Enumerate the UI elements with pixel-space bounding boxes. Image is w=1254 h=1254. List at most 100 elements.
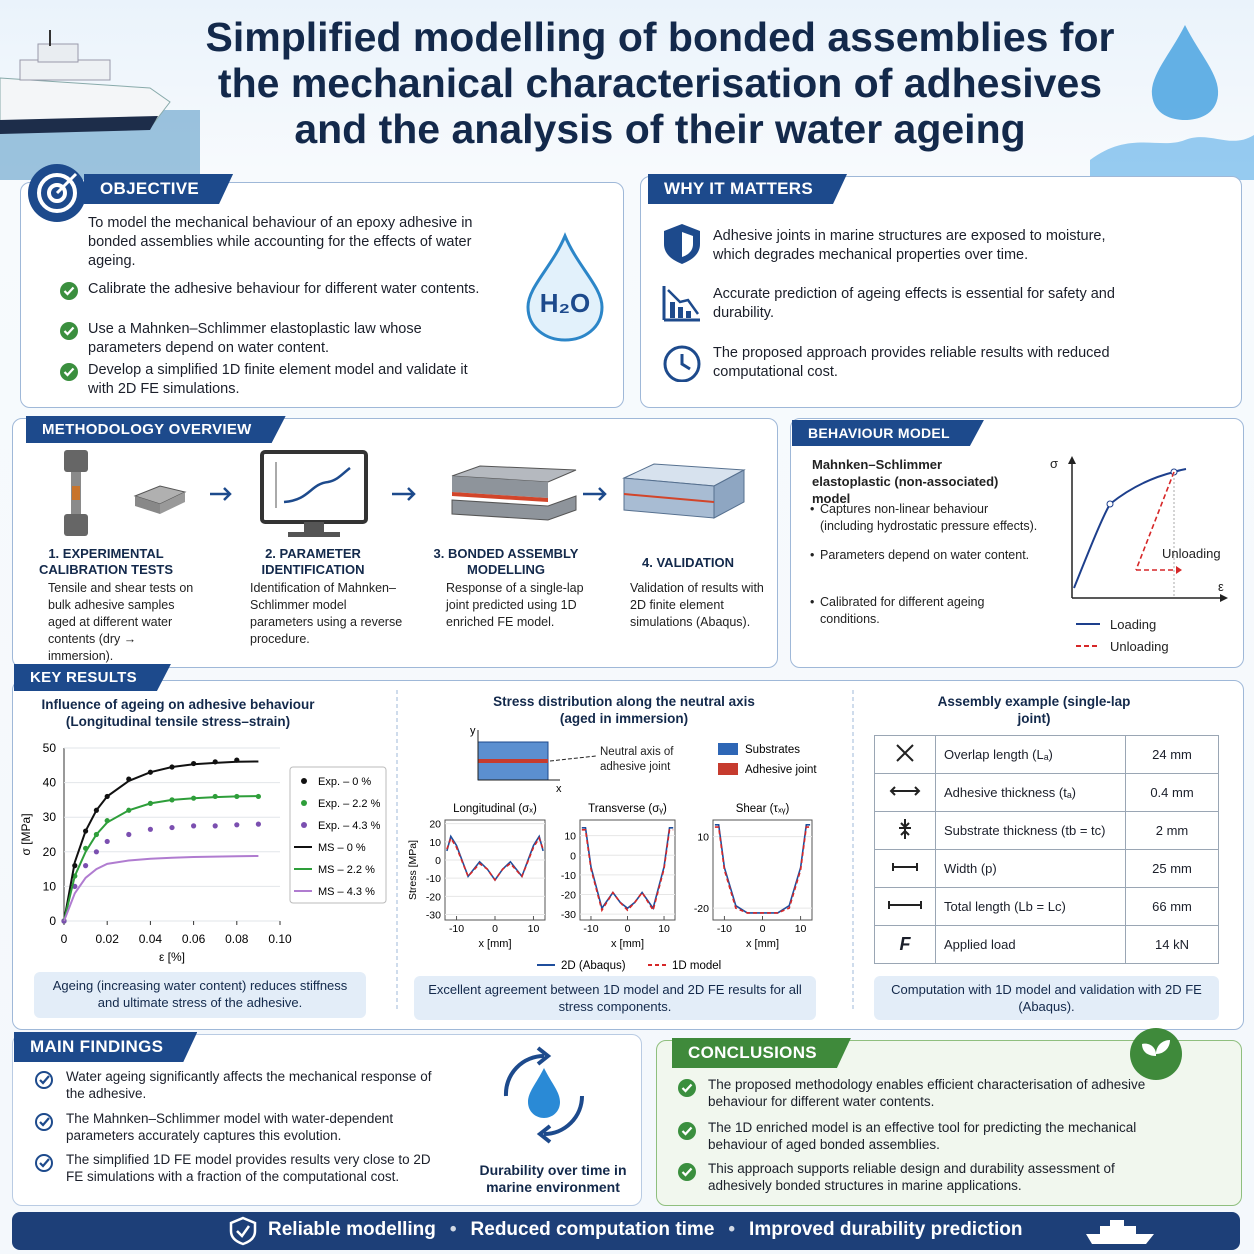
check-icon — [35, 1154, 53, 1172]
h2o-label: H₂O — [539, 288, 591, 318]
behaviour-y-label: σ — [1050, 456, 1059, 471]
adhesive-layer — [478, 759, 548, 763]
y-tick-label: -10 — [426, 873, 441, 885]
tensile-title: Influence of ageing on adhesive behaviou… — [41, 697, 315, 729]
table-row: Total length (Lb = Lc) 66 mm — [874, 887, 1219, 926]
dimension-icon — [892, 863, 918, 871]
dimension-icon — [896, 744, 914, 762]
x-tick-label: -10 — [583, 923, 598, 935]
legend-swatch — [718, 763, 738, 775]
behaviour-annotation: Unloading — [1162, 546, 1221, 561]
legend-label: Exp. – 2.2 % — [318, 798, 381, 810]
results-heading: KEY RESULTS — [14, 664, 171, 691]
check-mark — [63, 326, 75, 336]
legend-label: Adhesive joint — [745, 764, 817, 776]
x-tick-label: 0 — [625, 923, 631, 935]
y-tick-label: 30 — [43, 810, 57, 824]
row-value: 14 kN — [1125, 925, 1219, 964]
x-tick-label: 0.04 — [139, 932, 163, 946]
objective-item: Use a Mahnken–Schlimmer elastoplastic la… — [88, 321, 422, 356]
why-heading: WHY IT MATTERS — [648, 174, 847, 204]
step-text: Response of a single-lap joint predicted… — [446, 581, 584, 629]
x-tick-label: 0.06 — [182, 932, 206, 946]
behaviour-panel — [790, 418, 1244, 668]
subplot-title: Transverse (σᵧ) — [588, 803, 667, 815]
divider — [852, 690, 854, 1010]
data-point — [169, 824, 175, 831]
check-mark — [63, 286, 75, 296]
separator: • — [728, 1219, 736, 1240]
legend-swatch — [718, 743, 738, 755]
y-tick-label: 0 — [570, 850, 576, 862]
x-tick-label: 0.02 — [96, 932, 120, 946]
bullet: • — [810, 502, 815, 516]
step-text: Tensile and shear tests on bulk adhesive… — [48, 581, 194, 663]
footer-bar — [12, 1212, 1240, 1250]
icon-path — [899, 819, 911, 839]
legend-box — [289, 766, 387, 904]
row-value: 24 mm — [1125, 735, 1219, 774]
y-tick-label: 10 — [564, 831, 576, 843]
behaviour-item: Captures non-linear behaviour (including… — [820, 502, 1038, 533]
stress-title: Stress distribution along the neutral ax… — [493, 694, 755, 726]
legend-label: 2D (Abaqus) — [561, 960, 626, 972]
target-icon — [28, 164, 86, 222]
data-point — [147, 826, 153, 832]
y-axis-label: Stress [MPa] — [407, 840, 419, 900]
check-mark — [39, 1117, 50, 1127]
tensile-caption: Ageing (increasing water content) reduce… — [34, 972, 366, 1018]
x-tick-label: 10 — [795, 923, 807, 935]
conclusion-item: The 1D enriched model is an effective to… — [708, 1120, 1137, 1152]
plot-frame — [579, 819, 676, 921]
stress-caption: Excellent agreement between 1D model and… — [414, 976, 816, 1020]
why-panel — [640, 176, 1242, 408]
conclusion-item: This approach supports reliable design a… — [708, 1161, 1115, 1193]
legend-label: Unloading — [1110, 639, 1169, 654]
row-icon — [874, 849, 936, 888]
table-row: Substrate thickness (tb = tc) 2 mm — [874, 811, 1219, 850]
data-point — [104, 838, 110, 845]
behaviour-item: Calibrated for different ageing conditio… — [820, 595, 985, 626]
row-value: 2 mm — [1125, 811, 1219, 850]
footer-item: Reduced computation time — [470, 1219, 715, 1240]
legend-label: Exp. – 0 % — [318, 776, 371, 788]
methodology-heading: METHODOLOGY OVERVIEW — [26, 416, 286, 443]
ship-icon — [1086, 1220, 1154, 1244]
row-label: Adhesive thickness (tₐ) — [935, 773, 1126, 812]
y-tick-label: 20 — [429, 819, 441, 831]
x-tick-label: 0 — [61, 932, 68, 946]
row-icon — [874, 735, 936, 774]
conclusions-heading: CONCLUSIONS — [672, 1038, 851, 1068]
table-row: Adhesive thickness (tₐ) 0.4 mm — [874, 773, 1219, 812]
assembly-table: Overlap length (Lₐ) 24 mm Adhesive thickne… — [874, 735, 1219, 964]
row-label: Applied load — [935, 925, 1126, 964]
y-tick-label: -30 — [426, 910, 441, 922]
check-mark — [39, 1158, 50, 1168]
x-tick-label: 10 — [658, 923, 670, 935]
step-title: 2. PARAMETER IDENTIFICATION — [261, 546, 365, 577]
series-line — [446, 836, 544, 882]
inset-x: x — [556, 783, 562, 795]
stress-chart: y x Substrates Adhesive joint 20 10 0 -10 -20 -30… — [407, 725, 817, 972]
data-point — [255, 821, 261, 827]
legend-label: 1D model — [672, 960, 721, 972]
why-icons — [662, 224, 701, 382]
icon-path — [888, 901, 922, 909]
check-icon — [678, 1079, 696, 1097]
methodology-panel — [12, 418, 778, 668]
legend-label: MS – 2.2 % — [318, 864, 375, 876]
header-art — [0, 25, 1254, 180]
table-row: Width (p) 25 mm — [874, 849, 1219, 888]
x-tick-label: -10 — [717, 923, 732, 935]
bullet: • — [810, 548, 815, 562]
y-axis-label: σ [MPa] — [19, 813, 33, 855]
behaviour-item: Parameters depend on water content. — [820, 548, 1030, 562]
objective-item: Develop a simplified 1D finite element m… — [88, 362, 468, 397]
why-item: Accurate prediction of ageing effects is… — [713, 286, 1115, 321]
check-icon — [60, 363, 78, 381]
title: Simplified modelling of bonded assemblie… — [205, 14, 1115, 152]
step-title: 1. EXPERIMENTAL CALIBRATION TESTS — [38, 546, 174, 577]
legend-marker — [301, 822, 307, 828]
y-tick-label: -20 — [426, 891, 441, 903]
row-label: Overlap length (Lₐ) — [935, 735, 1126, 774]
